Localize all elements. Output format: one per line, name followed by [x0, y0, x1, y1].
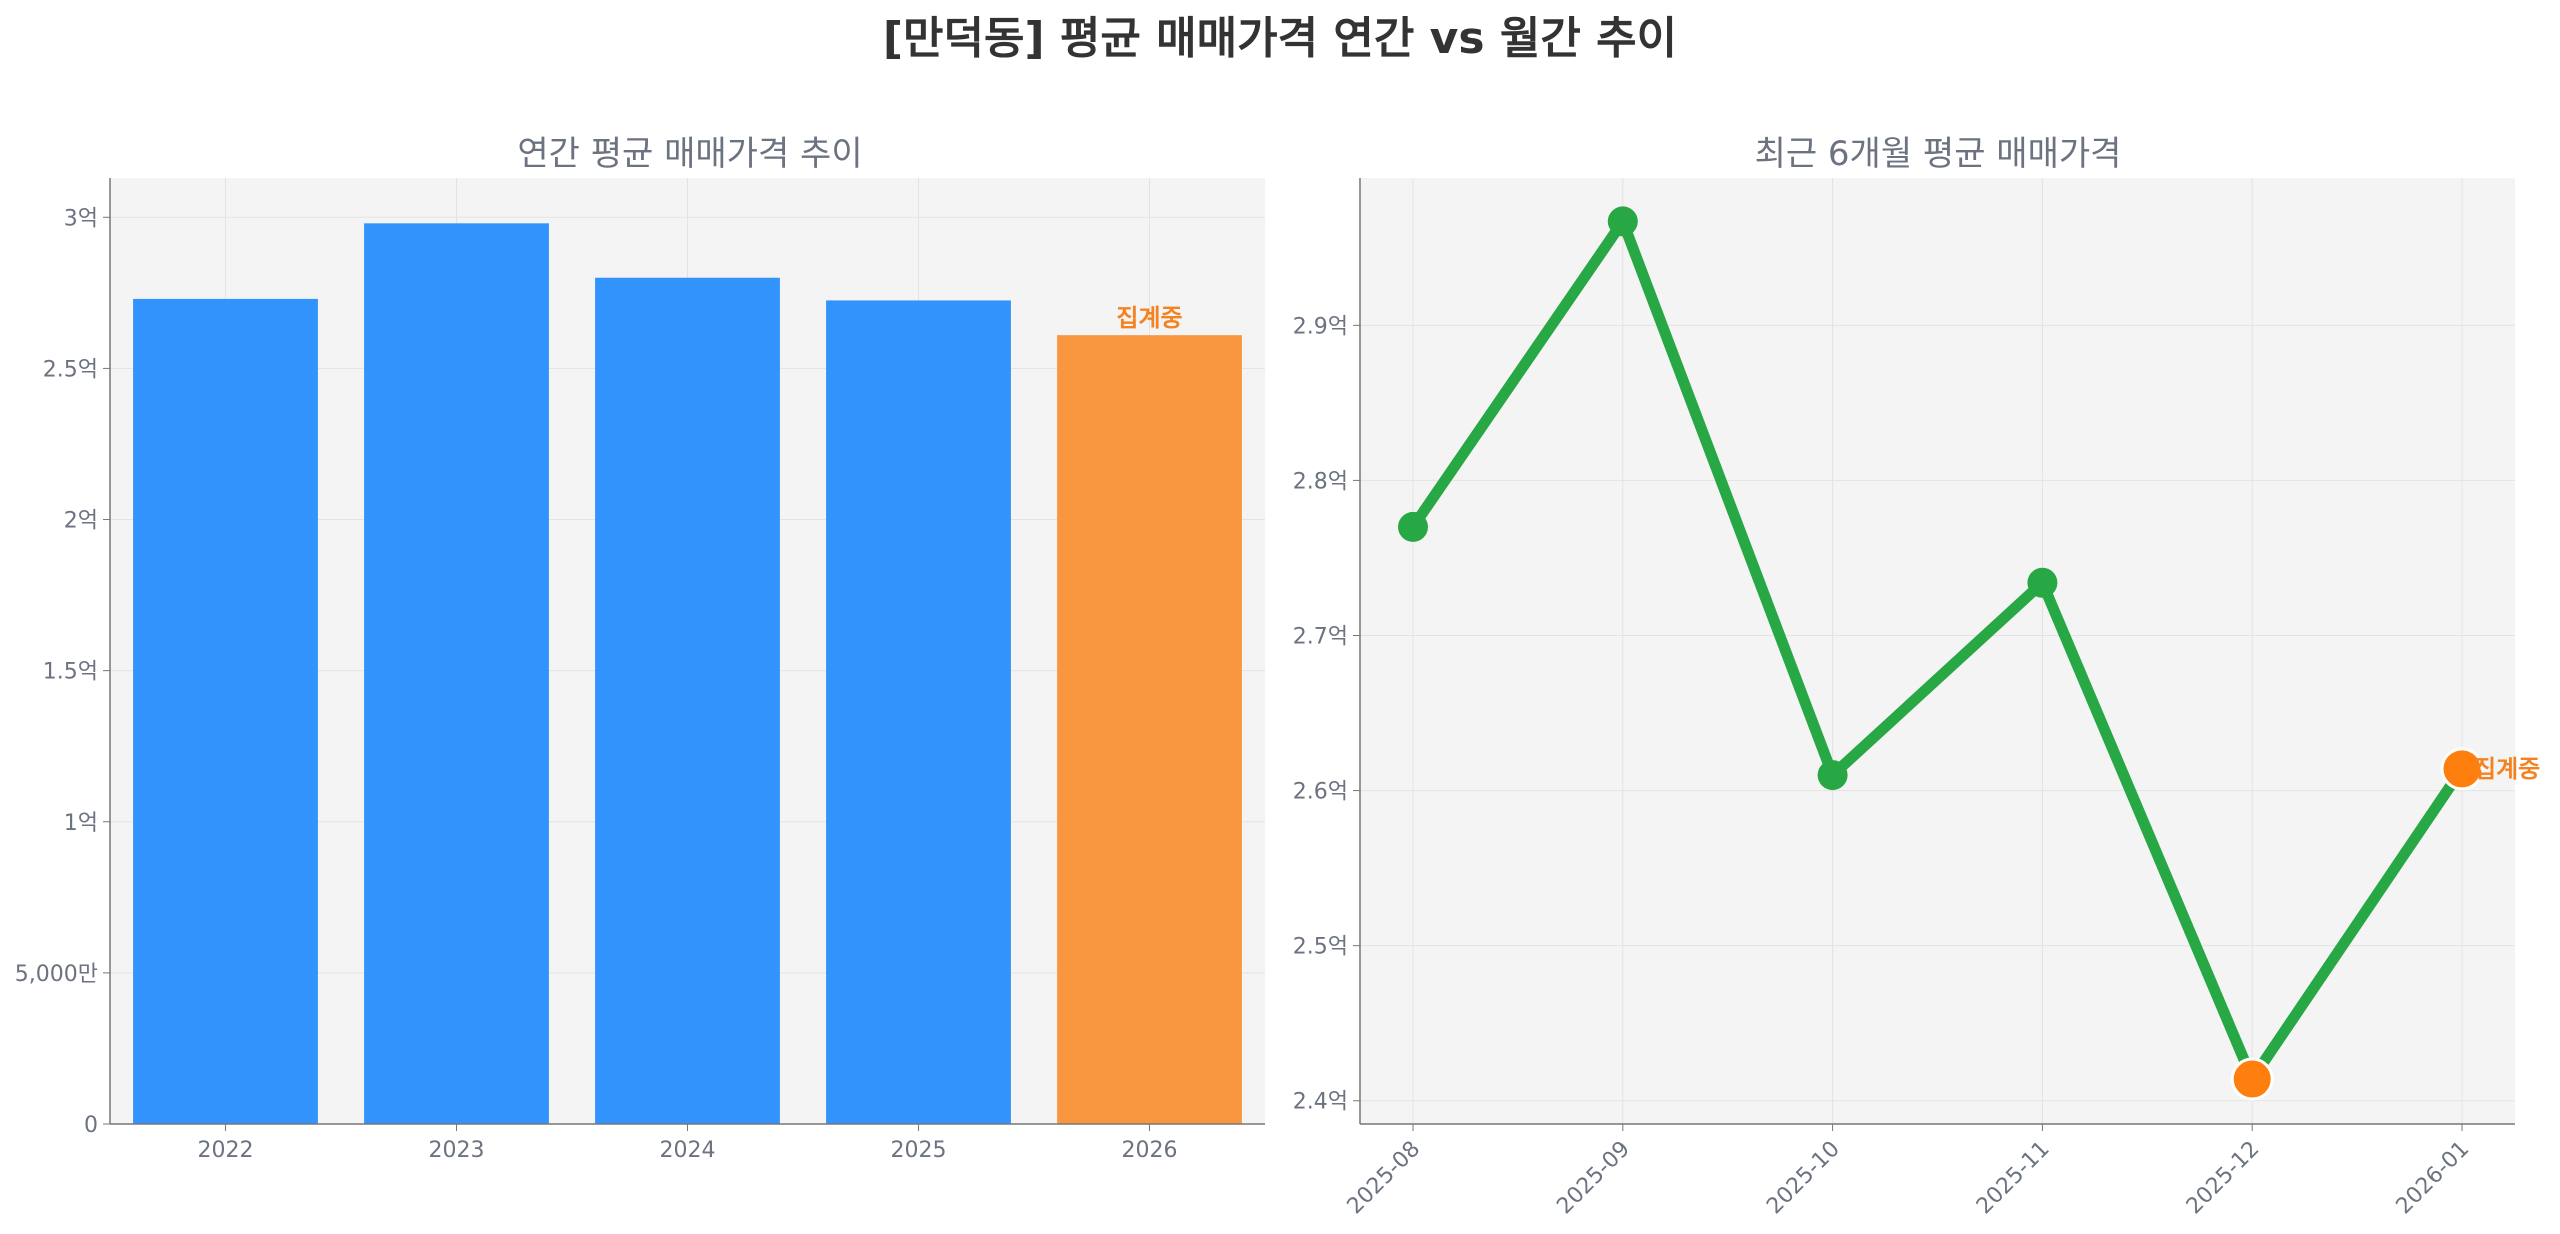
- x-tick-label: 2024: [660, 1138, 716, 1163]
- y-tick-label: 2.6억: [1293, 780, 1348, 805]
- annual-bar-chart: 연간 평균 매매가격 추이 0 5,000만 1억 1.5억 2억 2.5억 3억 2022 2…: [15, 134, 1265, 1163]
- bar-2025: [826, 300, 1011, 1124]
- y-tick-label: 1억: [64, 811, 98, 836]
- x-tick-label: 2022: [198, 1138, 254, 1163]
- y-tick-label: 3억: [64, 206, 98, 231]
- bar-2026: [1057, 335, 1242, 1124]
- data-point: [1607, 206, 1638, 237]
- line-annotation: 집계중: [2474, 755, 2540, 783]
- bar-2022: [133, 298, 318, 1125]
- plot-background: [1360, 178, 2515, 1124]
- highlight-point: [2230, 1057, 2274, 1101]
- y-tick-label: 5,000만: [15, 962, 98, 987]
- series-line: [1408, 209, 2467, 1091]
- y-tick-label: 2억: [64, 509, 98, 534]
- highlight-point: [2440, 747, 2484, 791]
- x-tick-label: 2025: [891, 1138, 947, 1163]
- x-tick-label: 2025-12: [2182, 1137, 2265, 1220]
- data-point: [1398, 511, 1428, 542]
- y-tick-label: 2.7억: [1293, 624, 1348, 649]
- x-tick-label: 2025-11: [1972, 1137, 2055, 1220]
- x-tick-label: 2025-08: [1343, 1137, 1426, 1220]
- figure-title: [만덕동] 평균 매매가격 연간 vs 월간 추이: [882, 13, 1678, 64]
- bar-annotation: 집계중: [1116, 304, 1182, 332]
- monthly-chart-title: 최근 6개월 평균 매매가격: [1755, 134, 2122, 174]
- x-tick-label: 2025-09: [1552, 1137, 1635, 1220]
- data-point: [2027, 567, 2058, 598]
- y-tick-label: 2.8억: [1293, 469, 1348, 494]
- x-tick-label: 2026: [1122, 1138, 1178, 1163]
- y-tick-label: 2.5억: [43, 357, 98, 382]
- y-tick-label: 1.5억: [43, 660, 98, 685]
- x-tick-label: 2026-01: [2392, 1137, 2475, 1220]
- annual-chart-title: 연간 평균 매매가격 추이: [517, 134, 862, 174]
- y-tick-label: 2.4억: [1293, 1090, 1348, 1115]
- x-tick-label: 2025-10: [1762, 1137, 1845, 1220]
- bar-2024: [595, 277, 780, 1124]
- y-tick-label: 2.9억: [1293, 314, 1348, 339]
- bar-2023: [364, 223, 549, 1125]
- x-tick-label: 2023: [429, 1138, 485, 1163]
- monthly-line-chart: 최근 6개월 평균 매매가격 2.4억 2.5억 2.6억 2.7억 2.8억 2.9억 2…: [1293, 134, 2540, 1219]
- data-point: [1817, 760, 1848, 791]
- y-tick-label: 0: [84, 1113, 98, 1138]
- y-tick-label: 2.5억: [1293, 935, 1348, 960]
